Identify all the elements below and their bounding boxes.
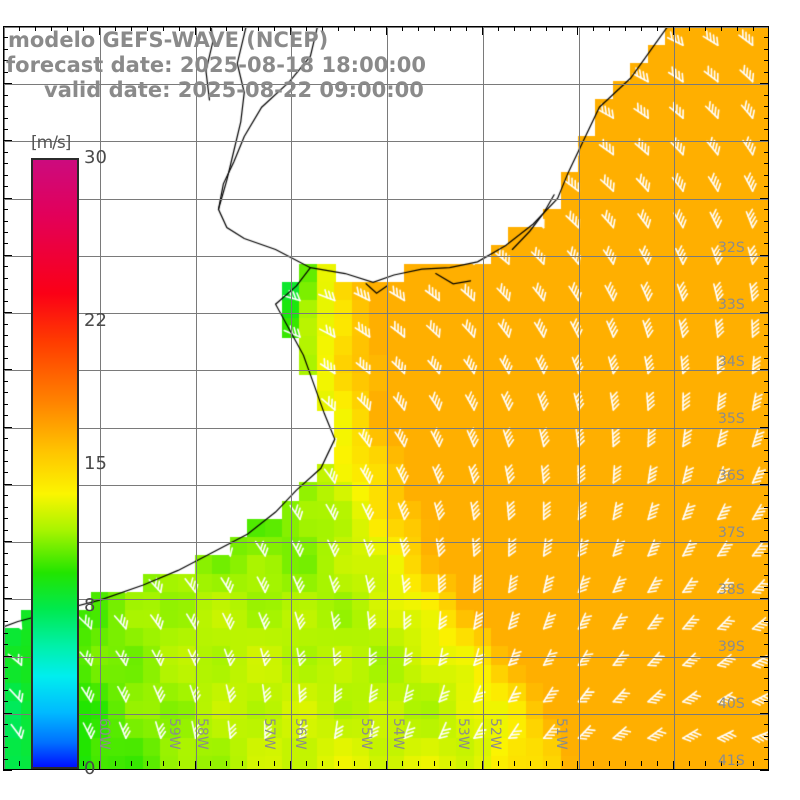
gridline-vertical (387, 27, 388, 769)
axis-tick-major (760, 770, 769, 771)
gridline-horizontal (4, 428, 768, 429)
colorbar-tick-label: 8 (84, 595, 96, 617)
gridline-horizontal (4, 84, 768, 85)
map-plot-frame (3, 26, 769, 770)
gridline-horizontal (4, 714, 768, 715)
gridline-horizontal (4, 542, 768, 543)
colorbar-tick-label: 22 (84, 309, 107, 331)
colorbar (31, 158, 79, 771)
gridline-vertical (4, 27, 5, 769)
gridline-vertical (196, 27, 197, 769)
gridline-horizontal (4, 27, 768, 28)
colorbar-tick-label: 0 (84, 758, 96, 779)
gridline-vertical (483, 27, 484, 769)
colorbar-unit-label: [m/s] (31, 133, 71, 153)
colorbar-gradient (31, 158, 79, 769)
wind-speed-field (4, 27, 768, 769)
gridline-horizontal (4, 485, 768, 486)
gridline-horizontal (4, 141, 768, 142)
gridline-horizontal (4, 256, 768, 257)
gridline-horizontal (4, 313, 768, 314)
gridline-horizontal (4, 370, 768, 371)
axis-tick-major (3, 770, 12, 771)
gridline-horizontal (4, 657, 768, 658)
gridline-horizontal (4, 599, 768, 600)
gridline-vertical (674, 27, 675, 769)
gridline-horizontal (4, 199, 768, 200)
gridline-vertical (579, 27, 580, 769)
colorbar-tick-label: 15 (84, 452, 107, 474)
gridline-vertical (100, 27, 101, 769)
colorbar-tick-label: 30 (84, 147, 107, 168)
gridline-vertical (291, 27, 292, 769)
